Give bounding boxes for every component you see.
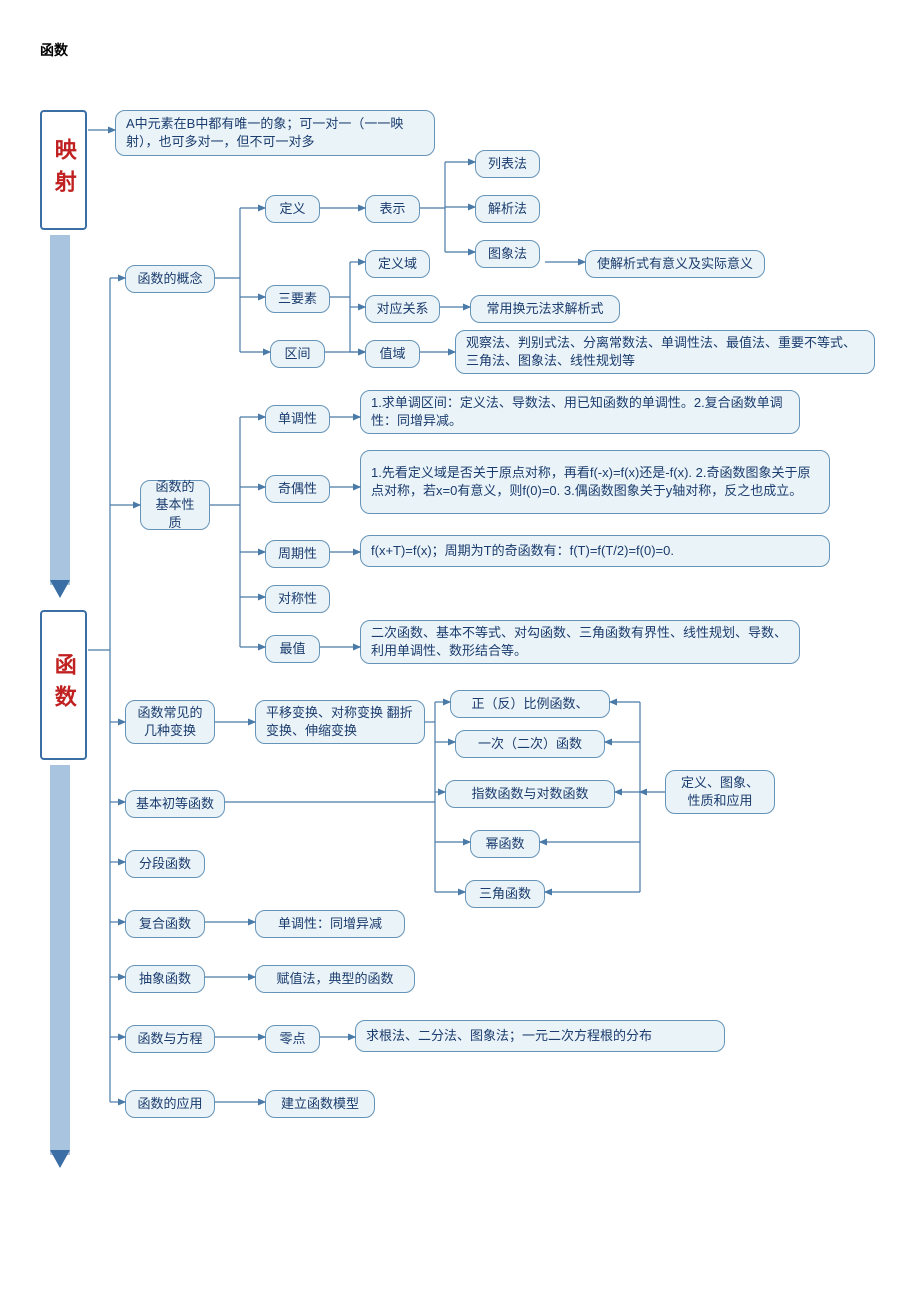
basic-prop: 函数的基本性质: [140, 480, 210, 530]
elem-power: 幂函数: [470, 830, 540, 858]
elem-prop: 正（反）比例函数、: [450, 690, 610, 718]
parity: 奇偶性: [265, 475, 330, 503]
root-mapping: 映射: [40, 110, 87, 230]
root-function: 函数: [40, 610, 87, 760]
func-eq: 函数与方程: [125, 1025, 215, 1053]
mapping-def: A中元素在B中都有唯一的象；可一对一（一一映射），也可多对一，但不可一对多: [115, 110, 435, 156]
root-connector-line-2: [50, 765, 70, 1155]
range-box: 值域: [365, 340, 420, 368]
abstract-note: 赋值法，典型的函数: [255, 965, 415, 993]
page-title: 函数: [40, 40, 880, 60]
period: 周期性: [265, 540, 330, 568]
composite: 复合函数: [125, 910, 205, 938]
elem-def-note: 定义、图象、性质和应用: [665, 770, 775, 814]
diagram-container: 映射 函数 A中元素在B中都有唯一的象；可一对一（一一映射），也可多对一，但不可…: [40, 90, 890, 1190]
composite-note: 单调性：同增异减: [255, 910, 405, 938]
transforms-note: 平移变换、对称变换 翻折变换、伸缩变换: [255, 700, 425, 744]
elem-explog: 指数函数与对数函数: [445, 780, 615, 808]
mono: 单调性: [265, 405, 330, 433]
mono-note: 1.求单调区间：定义法、导数法、用已知函数的单调性。2.复合函数单调性：同增异减…: [360, 390, 800, 434]
corr: 对应关系: [365, 295, 440, 323]
def: 定义: [265, 195, 320, 223]
three-elem: 三要素: [265, 285, 330, 313]
repr-analytic: 解析法: [475, 195, 540, 223]
corr-note: 常用换元法求解析式: [470, 295, 620, 323]
extreme-note: 二次函数、基本不等式、对勾函数、三角函数有界性、线性规划、导数、利用单调性、数形…: [360, 620, 800, 664]
concept: 函数的概念: [125, 265, 215, 293]
transforms: 函数常见的几种变换: [125, 700, 215, 744]
parity-note: 1.先看定义域是否关于原点对称，再看f(-x)=f(x)还是-f(x). 2.奇…: [360, 450, 830, 514]
root-connector-line: [50, 235, 70, 585]
period-note: f(x+T)=f(x)；周期为T的奇函数有：f(T)=f(T/2)=f(0)=0…: [360, 535, 830, 567]
symm: 对称性: [265, 585, 330, 613]
abstract: 抽象函数: [125, 965, 205, 993]
application: 函数的应用: [125, 1090, 215, 1118]
repr-list: 列表法: [475, 150, 540, 178]
arrow-down-1: [50, 580, 70, 598]
elem-func: 基本初等函数: [125, 790, 225, 818]
range-note: 观察法、判别式法、分离常数法、单调性法、最值法、重要不等式、三角法、图象法、线性…: [455, 330, 875, 374]
domain-note: 使解析式有意义及实际意义: [585, 250, 765, 278]
extreme: 最值: [265, 635, 320, 663]
elem-trig: 三角函数: [465, 880, 545, 908]
arrow-down-2: [50, 1150, 70, 1168]
repr: 表示: [365, 195, 420, 223]
repr-graph: 图象法: [475, 240, 540, 268]
interval: 区间: [270, 340, 325, 368]
elem-linear: 一次（二次）函数: [455, 730, 605, 758]
domain-box: 定义域: [365, 250, 430, 278]
application-note: 建立函数模型: [265, 1090, 375, 1118]
zero-note: 求根法、二分法、图象法；一元二次方程根的分布: [355, 1020, 725, 1052]
piecewise: 分段函数: [125, 850, 205, 878]
zero: 零点: [265, 1025, 320, 1053]
